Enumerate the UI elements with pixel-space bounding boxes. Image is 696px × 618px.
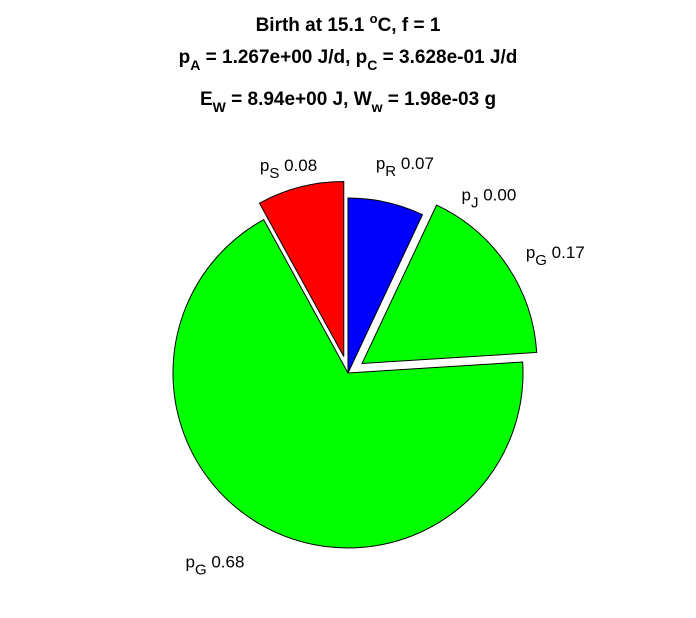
slice-label: pR 0.07 [376,154,434,180]
title-line-3: EW = 8.94e+00 J, Ww = 1.98e-03 g [200,89,496,115]
slice-label: pJ 0.00 [462,185,517,211]
slice-label: pG 0.68 [185,552,244,578]
slice-label: pS 0.08 [260,156,317,182]
title-line-1: Birth at 15.1 oC, f = 1 [256,11,441,36]
pie-slices [172,181,538,549]
title-line-2: pA = 1.267e+00 J/d, pC = 3.628e-01 J/d [179,47,518,73]
pie-slice [258,181,345,357]
pie-labels: pR 0.07 pJ 0.00 pG 0.17 pG 0.68 pS 0.08 [185,154,584,578]
pie-slice [361,204,538,364]
pie-slice [172,218,524,549]
pie-slice [347,197,424,374]
slice-label: pG 0.17 [526,243,585,269]
chart-title: Birth at 15.1 oC, f = 1 pA = 1.267e+00 J… [179,11,518,115]
